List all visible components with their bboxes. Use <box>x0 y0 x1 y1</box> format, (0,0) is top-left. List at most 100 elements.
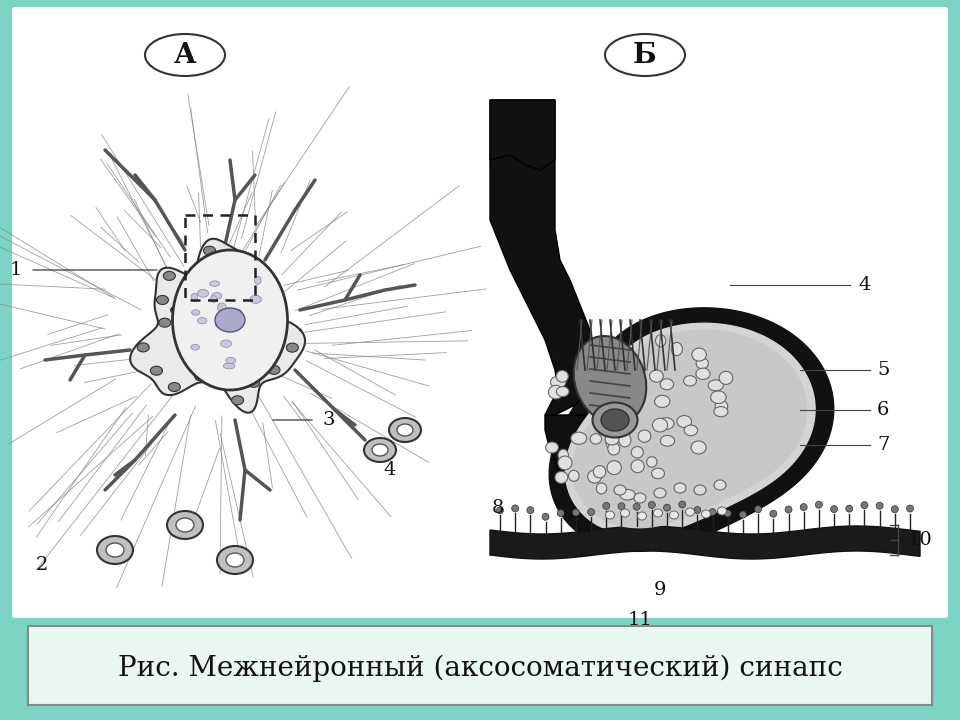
Ellipse shape <box>608 443 620 455</box>
Ellipse shape <box>596 483 607 494</box>
Ellipse shape <box>696 368 710 379</box>
Ellipse shape <box>770 510 777 517</box>
Ellipse shape <box>906 505 914 512</box>
Ellipse shape <box>192 310 200 315</box>
Ellipse shape <box>653 418 667 432</box>
Ellipse shape <box>656 335 665 347</box>
Ellipse shape <box>637 512 646 520</box>
Ellipse shape <box>660 436 675 446</box>
Ellipse shape <box>631 460 644 473</box>
Ellipse shape <box>696 358 708 369</box>
Ellipse shape <box>286 343 299 352</box>
Ellipse shape <box>655 395 670 408</box>
Ellipse shape <box>714 407 728 417</box>
Ellipse shape <box>198 289 208 297</box>
Ellipse shape <box>558 456 572 470</box>
Ellipse shape <box>601 409 629 431</box>
Ellipse shape <box>588 508 594 516</box>
Ellipse shape <box>685 508 694 516</box>
Ellipse shape <box>209 281 220 287</box>
Ellipse shape <box>677 415 691 428</box>
Ellipse shape <box>240 346 250 354</box>
Ellipse shape <box>145 34 225 76</box>
Ellipse shape <box>715 400 728 413</box>
Ellipse shape <box>97 536 133 564</box>
Ellipse shape <box>137 343 149 352</box>
Ellipse shape <box>167 511 203 539</box>
Ellipse shape <box>216 321 223 328</box>
Ellipse shape <box>801 503 807 510</box>
Ellipse shape <box>694 507 701 513</box>
Ellipse shape <box>568 470 579 481</box>
Ellipse shape <box>397 424 413 436</box>
Ellipse shape <box>618 503 625 510</box>
Ellipse shape <box>846 505 852 512</box>
Text: 10: 10 <box>908 531 933 549</box>
Ellipse shape <box>607 461 621 474</box>
Ellipse shape <box>719 372 732 384</box>
Ellipse shape <box>709 508 716 516</box>
Ellipse shape <box>170 306 180 314</box>
Ellipse shape <box>254 311 266 320</box>
Ellipse shape <box>684 425 698 436</box>
Text: Б: Б <box>634 42 657 68</box>
Ellipse shape <box>590 433 602 444</box>
Text: 11: 11 <box>628 611 653 629</box>
Text: А: А <box>174 42 196 68</box>
Ellipse shape <box>158 318 171 327</box>
Ellipse shape <box>163 271 176 280</box>
Ellipse shape <box>614 485 626 495</box>
Ellipse shape <box>605 34 685 76</box>
Polygon shape <box>572 330 806 528</box>
Text: 6: 6 <box>877 401 889 419</box>
Text: 2: 2 <box>36 556 48 574</box>
Ellipse shape <box>724 510 732 517</box>
Bar <box>480 20 935 610</box>
Ellipse shape <box>755 505 761 513</box>
Ellipse shape <box>555 472 567 483</box>
Ellipse shape <box>372 444 388 456</box>
Polygon shape <box>490 526 920 559</box>
Polygon shape <box>549 308 833 552</box>
Ellipse shape <box>691 441 707 454</box>
Ellipse shape <box>527 507 534 513</box>
Ellipse shape <box>200 361 210 369</box>
Ellipse shape <box>389 418 421 442</box>
Ellipse shape <box>717 507 727 515</box>
Ellipse shape <box>226 357 236 364</box>
Ellipse shape <box>557 387 569 397</box>
Ellipse shape <box>248 378 259 387</box>
Ellipse shape <box>654 509 662 517</box>
Text: 1: 1 <box>10 261 22 279</box>
Ellipse shape <box>218 303 227 312</box>
Bar <box>25 20 470 610</box>
Ellipse shape <box>694 485 706 495</box>
Ellipse shape <box>550 377 566 388</box>
Ellipse shape <box>558 449 568 462</box>
Ellipse shape <box>226 553 244 567</box>
Polygon shape <box>545 415 595 475</box>
Ellipse shape <box>650 370 663 382</box>
Ellipse shape <box>572 509 580 516</box>
Ellipse shape <box>606 437 617 449</box>
Text: 4: 4 <box>384 461 396 479</box>
Ellipse shape <box>227 254 238 263</box>
FancyBboxPatch shape <box>10 5 950 620</box>
Ellipse shape <box>660 379 674 390</box>
Text: 9: 9 <box>654 581 666 599</box>
Ellipse shape <box>634 503 640 510</box>
Ellipse shape <box>210 296 217 302</box>
Ellipse shape <box>659 418 674 429</box>
Ellipse shape <box>556 370 568 382</box>
Ellipse shape <box>236 310 242 318</box>
Ellipse shape <box>619 433 631 447</box>
Ellipse shape <box>647 456 657 467</box>
Ellipse shape <box>156 295 168 305</box>
Ellipse shape <box>620 490 636 500</box>
Ellipse shape <box>548 385 564 399</box>
Ellipse shape <box>671 343 683 356</box>
Ellipse shape <box>876 503 883 509</box>
Bar <box>185 215 255 300</box>
Ellipse shape <box>268 365 280 374</box>
Ellipse shape <box>545 442 559 453</box>
